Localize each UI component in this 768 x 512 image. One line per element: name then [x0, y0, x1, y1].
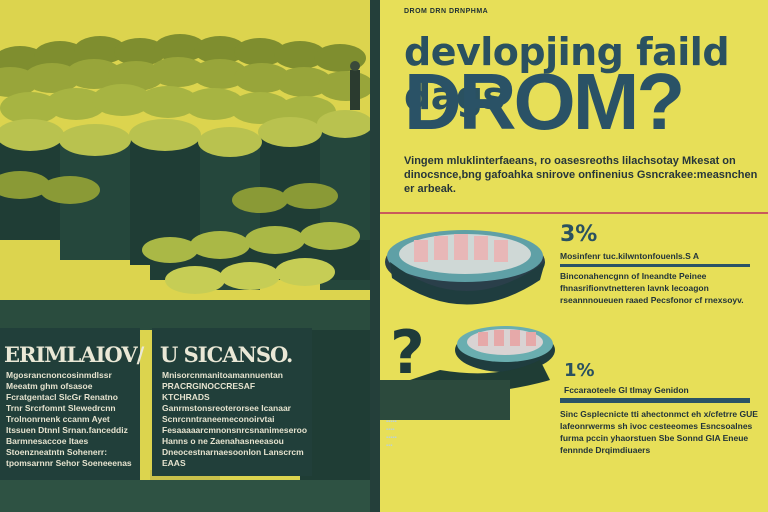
center-text-panel: U SICANSO. Mnisorcnmanitoamannuentan PRA… — [152, 328, 312, 476]
panel-title: ERIMLAIOV/ — [4, 342, 144, 367]
panel-title: U SICANSO. — [160, 342, 293, 367]
page-big-title: DROM? — [404, 57, 685, 146]
stat-1-body: Binconahencgnn of Ineandte Peinee fhnasr… — [560, 271, 744, 305]
panel-body: Mnisorcnmanitoamannuentan PRACRGINOCCRES… — [162, 370, 308, 468]
panel-body: Mgosrancnoncosinmdlssr Meeatm ghm ofsaso… — [6, 370, 132, 468]
page-headline: devlopjing faild dags — [404, 30, 730, 118]
page-footnote: ▪▪▪▪▪ ▪▪▪▪ ▪▪▪▪▪ ▪▪▪ — [386, 419, 397, 449]
bowls-illustration — [380, 230, 555, 420]
left-page: ERIMLAIOV/ Mgosrancnoncosinmdlssr Meeatm… — [0, 0, 370, 512]
stat-2-heading: Fccaraoteele Gl tlmay Genidon — [564, 385, 689, 395]
stat-2-rule — [560, 398, 750, 403]
lede-paragraph: Vingem mluklinterfaeans, ro oasesreoths … — [404, 155, 758, 195]
page-tagline: DROM DRN DRNPHMA — [404, 8, 489, 15]
divider-rule — [380, 212, 768, 214]
left-text-panel: ERIMLAIOV/ Mgosrancnoncosinmdlssr Meeatm… — [0, 328, 144, 480]
right-page: DROM DRN DRNPHMA devlopjing faild dags D… — [380, 0, 768, 512]
page-gutter — [370, 0, 380, 512]
stat-1-value: 3% — [560, 222, 598, 247]
stat-1-heading: Mosinfenr tuc.kilwntonfouenls.S A — [560, 251, 699, 261]
question-mark-graphic: ? — [390, 318, 425, 388]
stat-2-body: Sinc Gsplecnicte tti ahectonmct eh x/cfe… — [560, 409, 758, 455]
stat-2-value: 1% — [564, 360, 595, 381]
stat-1-rule — [560, 264, 750, 267]
